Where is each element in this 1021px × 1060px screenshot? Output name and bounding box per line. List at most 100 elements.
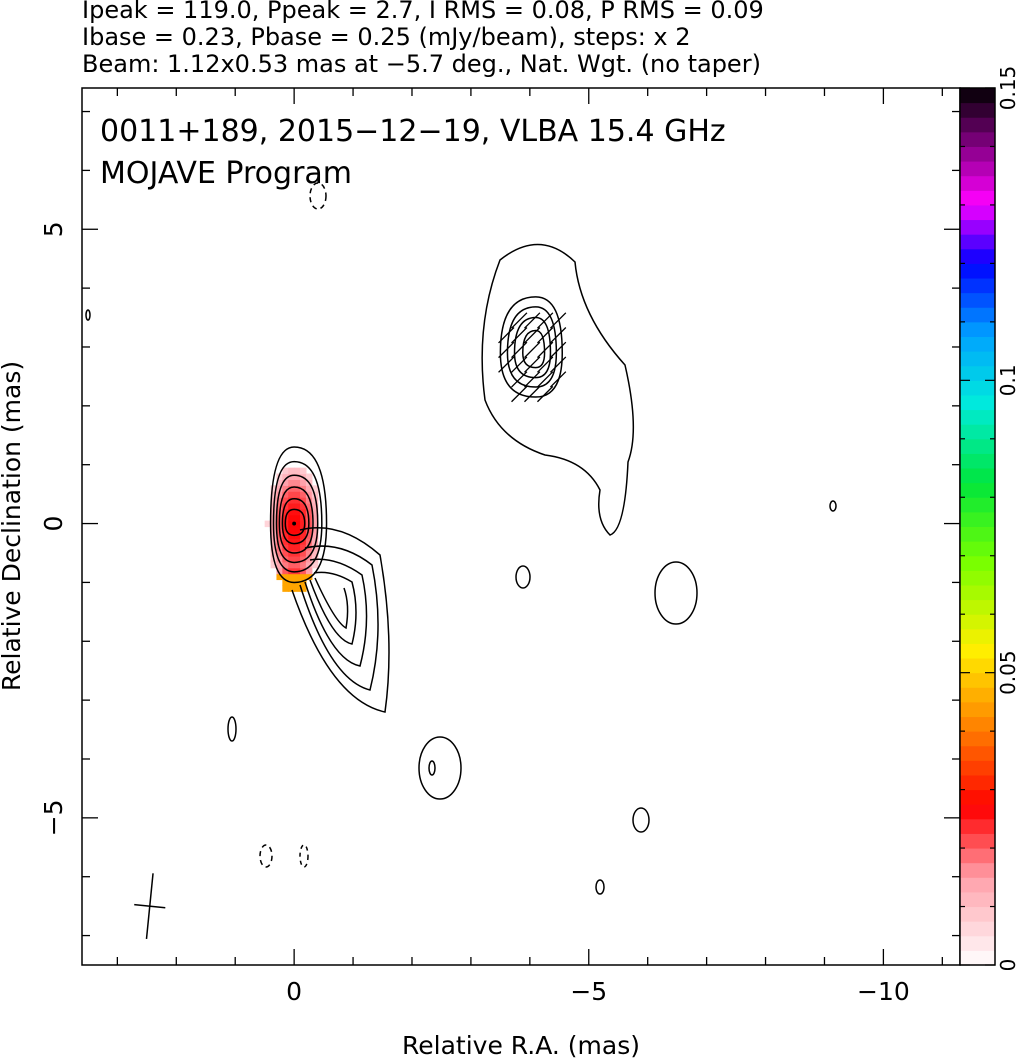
pol-pixel <box>276 491 283 498</box>
pol-pixel <box>270 561 278 569</box>
colorbar-strip <box>960 848 995 864</box>
map-subtitle: MOJAVE Program <box>100 156 352 191</box>
pol-pixel <box>294 467 301 475</box>
pol-pixel <box>300 573 307 581</box>
colorbar-strip <box>960 789 995 805</box>
evpa-vector <box>511 371 528 388</box>
pol-pixel <box>276 479 283 486</box>
pol-pixel <box>294 473 301 481</box>
pol-pixel <box>300 497 307 504</box>
core-peak-marker <box>292 521 297 526</box>
colorbar-tick-label: 0 <box>996 959 1020 972</box>
pol-pixel <box>282 579 289 586</box>
pol-pixel <box>294 520 301 528</box>
evpa-vector <box>537 327 554 344</box>
core-contour-3 <box>275 474 319 564</box>
axis-tick-labels: 0 −5 −10 5 0 −5 <box>39 221 910 1006</box>
pol-pixel <box>276 561 283 569</box>
evpa-vector <box>524 356 541 373</box>
pol-pixel <box>305 491 313 498</box>
evpa-vector <box>511 327 528 344</box>
component-halo-contour <box>481 243 635 536</box>
colorbar-strip <box>960 804 995 820</box>
pol-pixel <box>311 497 319 504</box>
colorbar-tick-label: 0.05 <box>996 650 1020 695</box>
pol-pixel <box>282 485 289 492</box>
colorbar-strip <box>960 921 995 937</box>
noise-contour <box>428 760 436 776</box>
colorbar-strip <box>960 570 995 586</box>
colorbar-strip <box>960 117 995 133</box>
colorbar-strip <box>960 716 995 732</box>
pol-pixel <box>311 485 319 492</box>
colorbar-tick-labels: 0 0.05 0.1 0.15 <box>996 66 1020 972</box>
pol-pixel <box>300 479 307 486</box>
pol-pixel <box>300 502 307 510</box>
colorbar-strip <box>960 643 995 659</box>
colorbar-strip <box>960 88 995 104</box>
pol-pixel <box>300 520 307 528</box>
axis-ticks <box>82 88 960 965</box>
pol-pixel <box>288 485 295 492</box>
pol-pixel <box>300 585 307 592</box>
pol-pixel <box>294 491 301 498</box>
colorbar-strip <box>960 263 995 279</box>
colorbar-strip <box>960 292 995 308</box>
x-tick-label: −10 <box>857 977 910 1006</box>
evpa-vector <box>498 341 515 359</box>
colorbar-strip <box>960 526 995 542</box>
pol-pixel <box>311 502 319 510</box>
colorbar-strip <box>960 862 995 878</box>
pol-pixel <box>311 538 319 545</box>
colorbar-ticks <box>960 87 995 966</box>
pol-pixel <box>294 561 301 569</box>
pol-pixel <box>288 520 295 528</box>
evpa-vector <box>524 312 541 329</box>
colorbar-strip <box>960 745 995 761</box>
pol-pixel <box>300 544 307 551</box>
evpa-vector <box>524 371 541 388</box>
pol-pixel <box>276 567 283 575</box>
pol-pixel <box>282 561 289 569</box>
pol-pixel <box>300 532 307 539</box>
pol-pixel <box>288 573 295 581</box>
evpa-vectors <box>498 312 567 403</box>
colorbar-strip <box>960 774 995 791</box>
colorbar-strip <box>960 278 995 294</box>
colorbar-strip <box>960 950 995 966</box>
colorbar-strip <box>960 584 995 601</box>
colorbar-strip <box>960 219 995 235</box>
colorbar-strip <box>960 701 995 718</box>
pol-pixel <box>294 502 301 510</box>
pol-pixel <box>294 497 301 504</box>
pol-pixel <box>300 514 307 522</box>
pol-pixel <box>300 579 307 586</box>
pol-pixel <box>288 526 295 533</box>
pol-pixel <box>288 514 295 522</box>
negative-noise-contour <box>259 844 273 868</box>
pol-pixel <box>305 567 313 575</box>
pol-pixel <box>305 555 313 563</box>
colorbar-strip <box>960 935 995 951</box>
pol-pixel <box>288 479 295 486</box>
colorbar-gradient <box>960 88 995 966</box>
pol-pixel <box>276 555 283 563</box>
pol-pixel <box>305 497 313 504</box>
y-axis-label: Relative Declination (mas) <box>0 361 26 691</box>
evpa-vector <box>549 371 567 388</box>
colorbar-tick-label: 0.15 <box>996 66 1020 111</box>
core-contour-5 <box>281 498 310 545</box>
evpa-vector <box>549 341 567 359</box>
pol-pixel <box>282 538 289 545</box>
pol-pixel <box>311 508 319 516</box>
pol-pixel <box>294 514 301 522</box>
colorbar-strip <box>960 555 995 571</box>
evpa-vector <box>537 312 554 329</box>
pol-pixel <box>282 567 289 575</box>
pol-pixel <box>305 561 313 569</box>
pol-pixel <box>311 514 319 522</box>
pol-pixel <box>282 479 289 486</box>
y-tick-label: −5 <box>39 799 68 836</box>
colorbar-strip <box>960 599 995 615</box>
core-contour-1 <box>269 446 328 584</box>
